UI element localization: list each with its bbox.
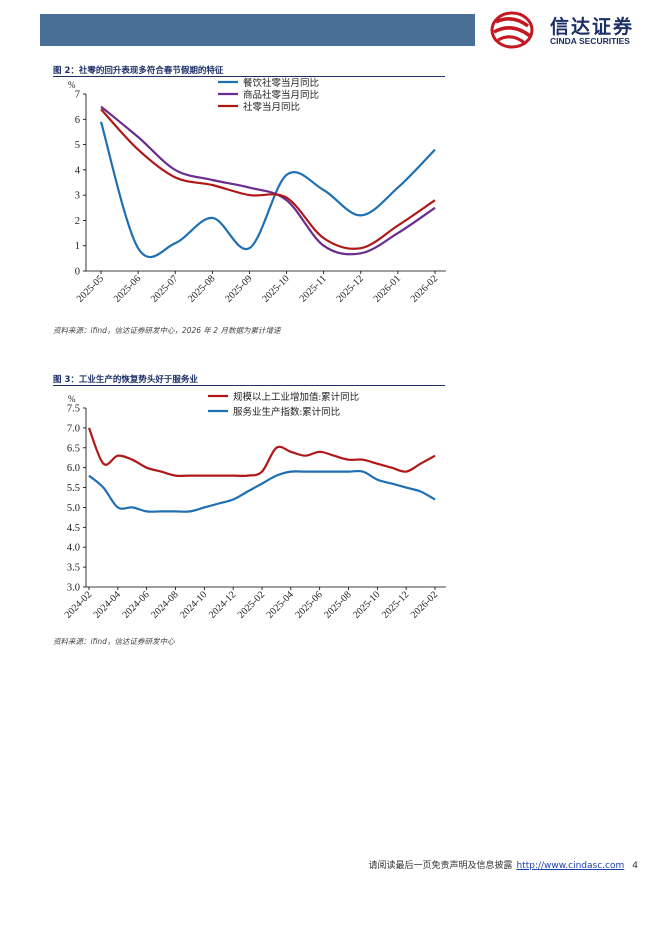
- series-line: [88, 469, 436, 513]
- logo-text-en: CINDA SECURITIES: [550, 36, 630, 46]
- page-number: 4: [632, 861, 638, 871]
- x-tick-label: 2026-02: [409, 589, 440, 620]
- y-tick-label: 6: [75, 115, 80, 126]
- y-tick-label: 1: [75, 241, 80, 252]
- figure-2-title: 图 2：社零的回升表现多符合春节假期的特征: [53, 66, 224, 76]
- series-line: [87, 427, 436, 478]
- logo-ring: [490, 11, 534, 49]
- legend-label: 社零当月同比: [243, 101, 300, 113]
- legend-label: 商品社零当月同比: [243, 89, 319, 101]
- x-tick-label: 2025-10: [351, 589, 382, 620]
- x-tick-label: 2024-06: [120, 589, 151, 620]
- x-tick-label: 2024-10: [178, 589, 209, 620]
- x-tick-label: 2024-04: [92, 589, 123, 620]
- figure-2-source: 资料来源：ifind，信达证券研发中心，2026 年 2 月数据为累计增速: [53, 326, 281, 335]
- y-tick-label: 3.5: [67, 563, 80, 574]
- x-tick-label: 2025-10: [260, 273, 291, 304]
- figure-2-rule: [53, 76, 445, 77]
- y-tick-label: 3.0: [67, 583, 80, 594]
- x-tick-label: 2025-09: [223, 273, 254, 304]
- figure-3-title: 图 3：工业生产的恢复势头好于服务业: [53, 375, 198, 385]
- x-tick-label: 2026-01: [372, 273, 403, 304]
- y-tick-label: 0: [75, 267, 80, 278]
- x-tick-label: 2024-08: [149, 589, 180, 620]
- y-tick-label: 5.5: [67, 483, 80, 494]
- x-tick-label: 2024-12: [207, 589, 238, 620]
- x-tick-label: 2025-12: [380, 589, 411, 620]
- header-bar: [40, 14, 475, 46]
- x-tick-label: 2025-08: [186, 273, 217, 304]
- cinda-logo-icon: [490, 11, 534, 49]
- y-tick-label: 5: [75, 140, 80, 151]
- x-tick-label: 2025-06: [293, 589, 324, 620]
- x-tick-label: 2025-12: [335, 273, 366, 304]
- y-tick-label: 4.5: [67, 523, 80, 534]
- x-tick-label: 2025-07: [149, 273, 180, 304]
- figure-3-source: 资料来源：ifind，信达证券研发中心: [53, 637, 175, 646]
- x-tick-label: 2026-02: [409, 273, 440, 304]
- y-tick-label: 5.0: [67, 503, 80, 514]
- y-tick-label: 6.0: [67, 463, 80, 474]
- series-line: [100, 108, 436, 250]
- x-tick-label: 2025-11: [298, 273, 329, 304]
- legend-label: 服务业生产指数:累计同比: [233, 406, 340, 418]
- x-tick-label: 2025-02: [236, 589, 267, 620]
- chart-industry-services: %3.03.54.04.55.05.56.06.57.07.52024-0220…: [63, 391, 446, 621]
- y-tick-label: 7.5: [67, 404, 80, 415]
- y-tick-label: 3: [75, 191, 80, 202]
- x-tick-label: 2024-02: [63, 589, 94, 620]
- y-tick-label: 2: [75, 216, 80, 227]
- y-tick-label: 4.0: [67, 543, 80, 554]
- y-tick-label: 7: [75, 90, 80, 101]
- y-unit-label: %: [68, 80, 76, 90]
- x-tick-label: 2025-06: [112, 273, 143, 304]
- y-unit-label: %: [68, 394, 76, 404]
- footer: 请阅读最后一页免责声明及信息披露 http://www.cindasc.com 4: [368, 858, 638, 871]
- x-tick-label: 2025-05: [75, 273, 106, 304]
- legend-label: 规模以上工业增加值:累计同比: [233, 391, 359, 403]
- series-line: [100, 105, 436, 256]
- footer-disclaimer: 请阅读最后一页免责声明及信息披露: [368, 861, 513, 871]
- y-tick-label: 6.5: [67, 443, 80, 454]
- legend-label: 餐饮社零当月同比: [243, 77, 319, 89]
- figure-3-rule: [53, 385, 445, 386]
- footer-url-link[interactable]: http://www.cindasc.com: [516, 861, 625, 871]
- y-tick-label: 7.0: [67, 423, 80, 434]
- logo-text-cn: 信达证券: [550, 16, 635, 38]
- x-tick-label: 2025-08: [322, 589, 353, 620]
- series-line: [99, 121, 436, 258]
- y-tick-label: 4: [75, 165, 81, 176]
- x-tick-label: 2025-04: [265, 589, 296, 620]
